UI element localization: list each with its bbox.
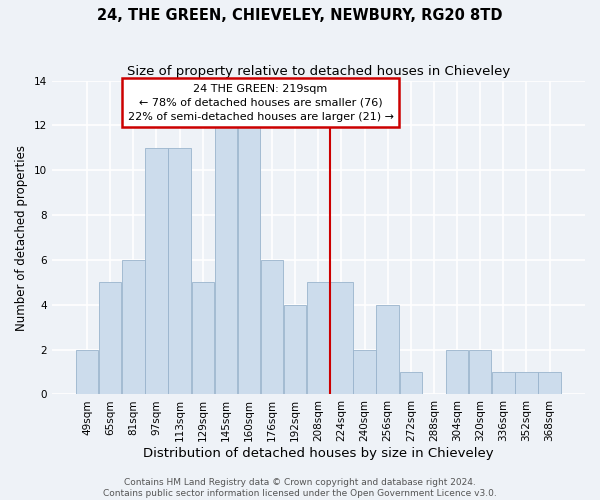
Bar — [330, 282, 353, 395]
Bar — [76, 350, 98, 395]
X-axis label: Distribution of detached houses by size in Chieveley: Distribution of detached houses by size … — [143, 447, 494, 460]
Bar — [446, 350, 468, 395]
Bar — [353, 350, 376, 395]
Bar — [145, 148, 167, 394]
Bar — [400, 372, 422, 394]
Bar — [307, 282, 329, 395]
Text: 24 THE GREEN: 219sqm
← 78% of detached houses are smaller (76)
22% of semi-detac: 24 THE GREEN: 219sqm ← 78% of detached h… — [128, 84, 394, 122]
Bar — [238, 126, 260, 394]
Bar — [122, 260, 145, 394]
Bar — [191, 282, 214, 395]
Bar — [469, 350, 491, 395]
Bar — [515, 372, 538, 394]
Bar — [492, 372, 515, 394]
Title: Size of property relative to detached houses in Chieveley: Size of property relative to detached ho… — [127, 65, 510, 78]
Bar — [284, 305, 307, 394]
Bar — [169, 148, 191, 394]
Text: Contains HM Land Registry data © Crown copyright and database right 2024.
Contai: Contains HM Land Registry data © Crown c… — [103, 478, 497, 498]
Bar — [99, 282, 121, 395]
Y-axis label: Number of detached properties: Number of detached properties — [15, 144, 28, 330]
Text: 24, THE GREEN, CHIEVELEY, NEWBURY, RG20 8TD: 24, THE GREEN, CHIEVELEY, NEWBURY, RG20 … — [97, 8, 503, 22]
Bar — [215, 126, 237, 394]
Bar — [376, 305, 399, 394]
Bar — [538, 372, 561, 394]
Bar — [261, 260, 283, 394]
